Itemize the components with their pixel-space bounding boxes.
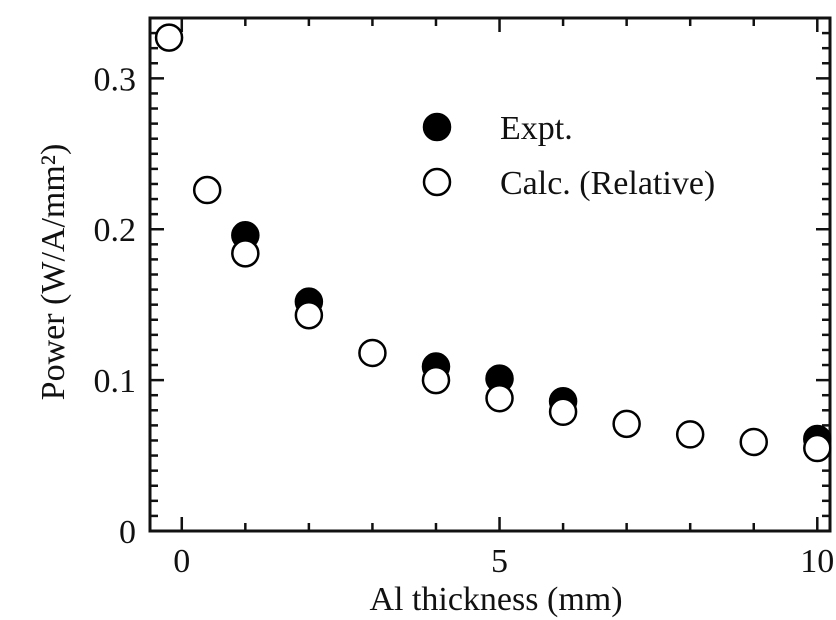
x-tick-label: 5 (491, 543, 508, 580)
data-point-calc (548, 397, 578, 427)
data-point-calc (612, 409, 641, 439)
data-point-calc (294, 300, 324, 330)
tick-labels: 0 5 10 0 0.1 0.2 0.3 (94, 61, 835, 580)
data-point-calc (739, 427, 768, 457)
x-tick-label: 0 (173, 543, 190, 580)
x-axis-label: Al thickness (mm) (369, 581, 622, 618)
data-point-calc (421, 365, 451, 395)
y-tick-label: 0.2 (94, 212, 137, 249)
x-tick-label: 10 (800, 543, 834, 580)
data-point-calc (192, 175, 222, 205)
y-tick-label: 0.1 (94, 363, 137, 400)
y-tick-label: 0 (119, 514, 136, 551)
data-point-calc (231, 239, 260, 268)
legend-label-expt: Expt. (500, 110, 573, 147)
data-point-calc (675, 420, 705, 449)
legend-marker-expt (422, 112, 452, 142)
plot-frame (148, 16, 832, 533)
data-point-calc (803, 433, 832, 463)
legend-marker-calc (422, 167, 452, 197)
y-axis-label: Power (W/A/mm²) (35, 144, 72, 401)
data-point-calc (485, 383, 514, 413)
legend-label-calc: Calc. (Relative) (500, 165, 715, 202)
legend: Expt. Calc. (Relative) (422, 110, 715, 202)
data-point-calc (154, 23, 184, 52)
data-point-calc (358, 338, 387, 368)
y-tick-label: 0.3 (94, 61, 137, 98)
data-points (154, 23, 832, 463)
tick-marks (150, 16, 830, 533)
